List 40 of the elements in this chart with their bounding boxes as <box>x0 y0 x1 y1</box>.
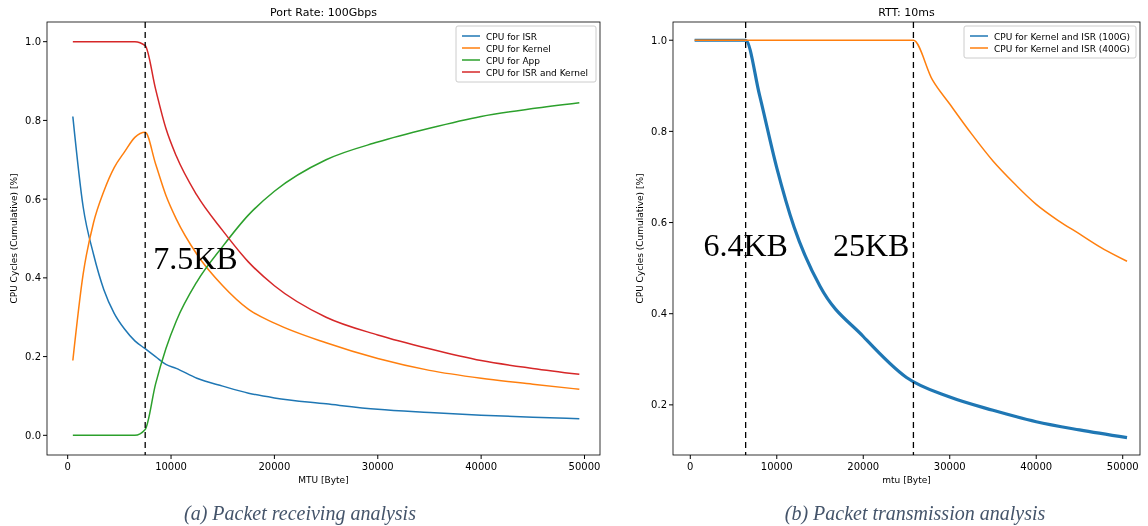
annotation: 25KB <box>832 227 910 264</box>
legend-label: CPU for ISR and Kernel <box>486 67 588 78</box>
text: (b) Packet transmission analysis <box>784 502 1046 525</box>
chart-title: Port Rate: 100Gbps <box>270 6 378 19</box>
x-tick-label: 40000 <box>1020 461 1053 472</box>
y-tick-label: 0.2 <box>651 399 667 411</box>
y-tick-label: 0.6 <box>25 193 41 205</box>
x-tick-label: 30000 <box>361 461 394 472</box>
x-tick-label: 50000 <box>568 461 601 472</box>
y-tick-label: 0.2 <box>25 351 41 363</box>
x-tick-label: 30000 <box>933 461 966 472</box>
x-tick-label: 20000 <box>847 461 880 472</box>
x-tick-label: 40000 <box>465 461 498 472</box>
x-tick-label: 0 <box>64 461 71 472</box>
legend-label: CPU for Kernel <box>486 43 551 54</box>
y-tick-label: 0.8 <box>25 114 41 126</box>
x-axis-title: MTU [Byte] <box>298 475 349 485</box>
y-tick-label: 1.0 <box>25 36 41 48</box>
x-tick-label: 0 <box>687 461 694 472</box>
x-tick-label: 10000 <box>155 461 187 472</box>
x-tick-label: 20000 <box>258 461 291 472</box>
y-tick-label: 0.0 <box>25 429 41 441</box>
y-tick-label: 0.4 <box>25 272 41 284</box>
legend-label: CPU for ISR <box>486 31 538 42</box>
x-tick-label: 50000 <box>1106 461 1139 472</box>
legend-label: CPU for App <box>486 55 541 66</box>
x-axis-title: mtu [Byte] <box>882 475 931 485</box>
y-axis-title: CPU Cycles (Cumulative) [%] <box>635 173 645 304</box>
x-tick-label: 10000 <box>760 461 793 472</box>
text: (a) Packet receiving analysis <box>184 502 417 525</box>
annotation: 6.4KB <box>703 227 788 264</box>
y-tick-label: 0.8 <box>651 125 667 137</box>
y-tick-label: 0.4 <box>651 308 667 320</box>
legend-label: CPU for Kernel and ISR (400G) <box>994 43 1130 54</box>
y-tick-label: 0.6 <box>651 217 667 229</box>
line-series <box>693 39 1128 263</box>
chart-title: RTT: 10ms <box>878 6 936 19</box>
legend-label: CPU for Kernel and ISR (100G) <box>994 31 1130 42</box>
y-axis-title: CPU Cycles (Cumulative) [%] <box>9 173 19 304</box>
y-tick-label: 1.0 <box>651 34 667 46</box>
